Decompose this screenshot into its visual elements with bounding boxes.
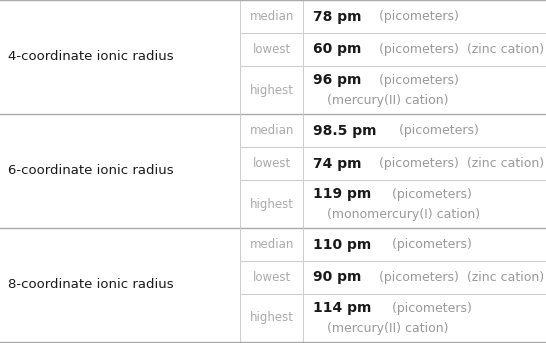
Text: lowest: lowest — [252, 43, 291, 56]
Text: 6-coordinate ionic radius: 6-coordinate ionic radius — [8, 165, 174, 177]
Text: median: median — [250, 124, 294, 137]
Text: median: median — [250, 10, 294, 23]
Text: 78 pm: 78 pm — [313, 10, 361, 24]
Text: highest: highest — [250, 311, 294, 324]
Text: (picometers)  (zinc cation): (picometers) (zinc cation) — [375, 271, 544, 284]
Text: 98.5 pm: 98.5 pm — [313, 123, 376, 138]
Text: (picometers): (picometers) — [388, 238, 472, 251]
Text: highest: highest — [250, 83, 294, 96]
Text: (picometers): (picometers) — [388, 188, 472, 201]
Text: 4-coordinate ionic radius: 4-coordinate ionic radius — [8, 50, 174, 63]
Text: (picometers)  (zinc cation): (picometers) (zinc cation) — [376, 157, 544, 170]
Text: (picometers): (picometers) — [388, 302, 472, 315]
Text: (picometers): (picometers) — [375, 74, 459, 87]
Text: median: median — [250, 238, 294, 251]
Text: (monomercury(I) cation): (monomercury(I) cation) — [327, 208, 479, 221]
Text: 119 pm: 119 pm — [313, 187, 371, 201]
Text: 114 pm: 114 pm — [313, 301, 371, 316]
Text: 60 pm: 60 pm — [313, 43, 361, 57]
Text: 90 pm: 90 pm — [313, 271, 361, 284]
Text: 74 pm: 74 pm — [313, 156, 361, 170]
Text: (picometers): (picometers) — [376, 10, 459, 23]
Text: (mercury(II) cation): (mercury(II) cation) — [327, 94, 448, 107]
Text: 8-coordinate ionic radius: 8-coordinate ionic radius — [8, 279, 174, 292]
Text: (mercury(II) cation): (mercury(II) cation) — [327, 322, 448, 335]
Text: highest: highest — [250, 198, 294, 211]
Text: 110 pm: 110 pm — [313, 237, 371, 251]
Text: (picometers): (picometers) — [395, 124, 479, 137]
Text: lowest: lowest — [252, 271, 291, 284]
Text: (picometers)  (zinc cation): (picometers) (zinc cation) — [375, 43, 544, 56]
Text: 96 pm: 96 pm — [313, 73, 361, 87]
Text: lowest: lowest — [252, 157, 291, 170]
